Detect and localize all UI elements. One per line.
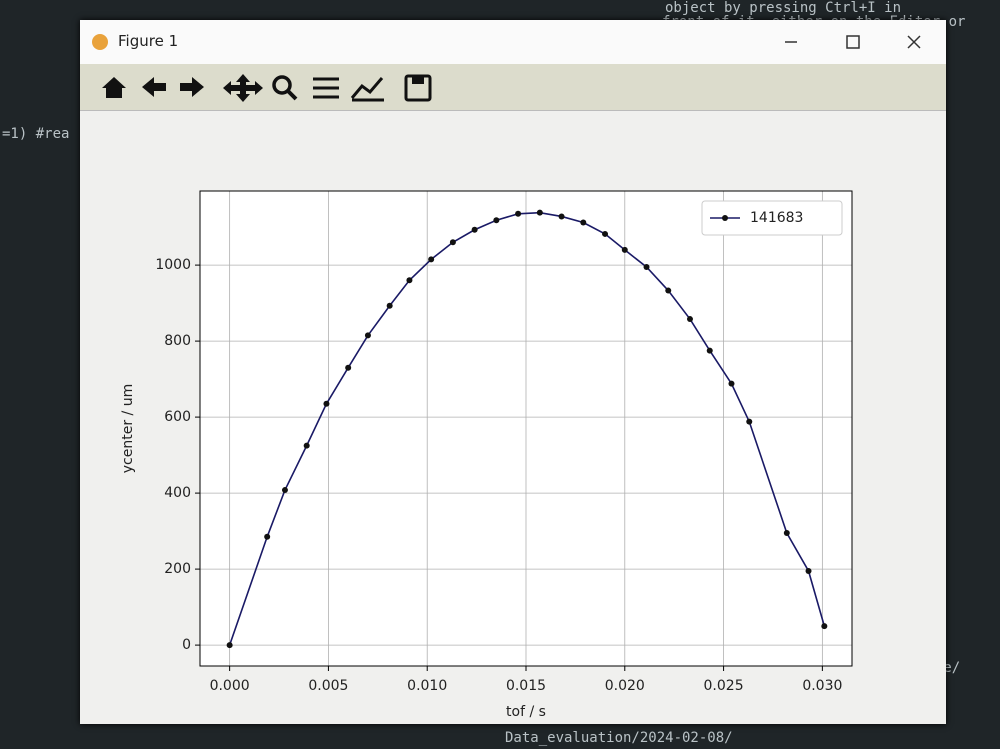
- legend-marker: [722, 215, 728, 221]
- y-tick-label: 1000: [155, 257, 191, 273]
- data-line: [228, 211, 826, 646]
- data-point: [281, 487, 288, 494]
- y-axis-label: ycenter / um: [120, 384, 136, 473]
- data-point: [821, 623, 828, 630]
- toolbar: [80, 64, 946, 111]
- data-point: [226, 642, 233, 649]
- save-button[interactable]: [404, 74, 432, 102]
- data-point: [323, 400, 330, 407]
- editor-text: =1) #rea: [2, 126, 70, 142]
- figure-canvas: 0 200 400 600 800 1000 0.000 0.005 0.010 0.015 0.0…: [120, 190, 853, 720]
- x-tick-label: 0.015: [506, 678, 546, 694]
- x-tick-label: 0.010: [407, 678, 447, 694]
- x-axis-label: tof / s: [506, 704, 546, 720]
- data-point: [621, 246, 628, 253]
- data-point: [580, 219, 587, 226]
- close-button[interactable]: [907, 35, 921, 49]
- data-point: [686, 316, 693, 323]
- axes-frame: [199, 190, 853, 667]
- legend-label: 141683: [750, 210, 803, 226]
- data-point: [364, 332, 371, 339]
- home-button[interactable]: [102, 77, 126, 98]
- data-point: [406, 277, 413, 284]
- data-point: [706, 347, 713, 354]
- forward-button[interactable]: [180, 77, 204, 97]
- y-tick-label: 800: [164, 333, 191, 349]
- pan-button[interactable]: [223, 74, 263, 102]
- data-point: [805, 568, 812, 574]
- data-point: [783, 530, 790, 536]
- data-point: [428, 256, 435, 263]
- edit-button[interactable]: [350, 77, 384, 102]
- maximize-button[interactable]: [846, 35, 860, 49]
- x-tick-label: 0.025: [704, 678, 744, 694]
- y-tick-label: 600: [164, 409, 191, 425]
- data-point: [515, 210, 522, 217]
- data-point: [728, 380, 735, 387]
- data-point: [536, 209, 543, 216]
- data-point: [602, 230, 609, 237]
- toolbar-icons: [102, 74, 432, 102]
- data-point: [558, 213, 565, 220]
- data-point: [264, 533, 271, 540]
- figure-window: Figure 1 0 200 400 600 800 1000 0.000 0.005 0.01…: [80, 20, 946, 724]
- x-tick-label: 0.030: [802, 678, 842, 694]
- data-point: [643, 264, 650, 270]
- x-tick-label: 0.020: [605, 678, 645, 694]
- window-title: Figure 1: [118, 32, 179, 50]
- data-point: [345, 364, 352, 371]
- editor-text: Data_evaluation/2024-02-08/: [505, 730, 733, 746]
- data-point: [386, 302, 393, 309]
- data-point: [449, 239, 456, 246]
- data-point: [303, 442, 310, 449]
- legend-box: [701, 200, 843, 236]
- title-bar: Figure 1: [80, 20, 946, 64]
- y-tick-label: 400: [164, 485, 191, 501]
- y-tick-label: 0: [182, 637, 191, 653]
- x-tick-label: 0.000: [210, 678, 250, 694]
- data-point: [665, 287, 672, 294]
- data-point: [493, 217, 500, 224]
- editor-text: object by pressing Ctrl+I in: [665, 0, 902, 16]
- back-button[interactable]: [142, 77, 166, 97]
- title-icons: [92, 34, 921, 50]
- data-point: [471, 226, 478, 233]
- data-point: [746, 418, 753, 425]
- x-tick-label: 0.005: [308, 678, 348, 694]
- app-icon: [92, 34, 108, 50]
- configure-button[interactable]: [313, 77, 339, 99]
- zoom-button[interactable]: [272, 75, 292, 95]
- y-tick-label: 200: [164, 561, 191, 577]
